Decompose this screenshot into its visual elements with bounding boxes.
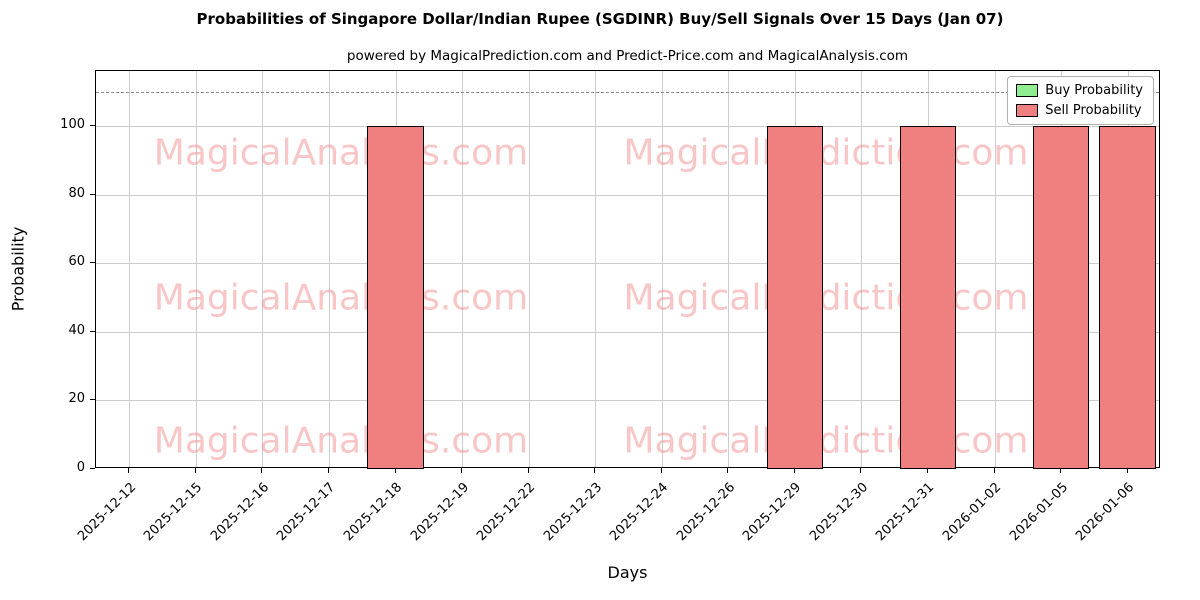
y-tick-label: 0 (76, 460, 85, 475)
watermark-prediction: MagicalPrediction.com (623, 420, 1029, 462)
watermark-prediction: MagicalPrediction.com (623, 277, 1029, 319)
y-tick-label: 20 (68, 391, 85, 407)
y-tick-label: 40 (68, 322, 85, 338)
x-tick-mark (394, 468, 396, 473)
x-tick-mark (927, 468, 929, 473)
x-tick-mark (527, 468, 529, 473)
legend-entry: Buy Probability (1016, 83, 1143, 98)
gridline-horizontal (96, 125, 1159, 127)
gridline-vertical (595, 71, 597, 467)
x-tick-mark (461, 468, 463, 473)
legend-entry: Sell Probability (1016, 103, 1143, 118)
gridline-vertical (861, 71, 863, 467)
gridline-vertical (728, 71, 730, 467)
chart-title: Probabilities of Singapore Dollar/Indian… (196, 10, 1004, 28)
plot-area: MagicalAnalysis.com MagicalPrediction.com… (95, 70, 1160, 469)
bar-sell-probability (766, 125, 824, 469)
gridline-horizontal (96, 194, 1159, 196)
watermark-analysis: MagicalAnalysis.com (153, 277, 529, 319)
x-tick-mark (128, 468, 130, 473)
gridline-vertical (195, 71, 197, 467)
legend-label: Sell Probability (1045, 103, 1142, 118)
bar-sell-probability (899, 125, 957, 469)
watermark-prediction: MagicalPrediction.com (623, 132, 1029, 174)
legend-label: Buy Probability (1045, 83, 1143, 98)
gridline-horizontal (96, 400, 1159, 402)
y-tick-mark (90, 399, 95, 401)
gridline-vertical (528, 71, 530, 467)
dashed-reference-line (96, 91, 1159, 93)
gridline-horizontal (96, 263, 1159, 265)
y-tick-mark (90, 193, 95, 195)
x-tick-mark (660, 468, 662, 473)
bar-sell-probability (1032, 125, 1090, 469)
x-tick-mark (993, 468, 995, 473)
x-tick-mark (727, 468, 729, 473)
watermark-analysis: MagicalAnalysis.com (153, 420, 529, 462)
x-tick-mark (860, 468, 862, 473)
x-tick-mark (594, 468, 596, 473)
gridline-vertical (994, 71, 996, 467)
gridline-vertical (129, 71, 131, 467)
chart-subtitle: powered by MagicalPrediction.com and Pre… (346, 48, 909, 64)
x-axis-label: Days (607, 563, 648, 582)
gridline-vertical (262, 71, 264, 467)
y-tick-mark (90, 468, 95, 469)
x-tick-mark (1126, 468, 1128, 473)
y-axis-label: Probability (8, 226, 28, 312)
gridline-vertical (462, 71, 464, 467)
x-tick-mark (793, 468, 795, 473)
gridline-vertical (661, 71, 663, 467)
x-tick-mark (1060, 468, 1062, 473)
y-tick-label: 100 (60, 116, 85, 132)
gridline-horizontal (96, 331, 1159, 333)
x-tick-mark (261, 468, 263, 473)
x-tick-mark (194, 468, 196, 473)
legend-color-patch (1016, 104, 1039, 117)
y-tick-label: 60 (68, 254, 85, 270)
watermark-analysis: MagicalAnalysis.com (153, 132, 529, 174)
y-tick-label: 80 (68, 185, 85, 201)
gridline-vertical (328, 71, 330, 467)
legend: Buy Probability Sell Probability (1007, 76, 1154, 125)
bar-sell-probability (1099, 125, 1156, 469)
x-tick-label: 2026-01-06 (1073, 480, 1138, 545)
y-tick-mark (90, 262, 95, 264)
x-tick-mark (327, 468, 329, 473)
bar-sell-probability (367, 125, 424, 469)
legend-color-patch (1016, 84, 1039, 97)
y-tick-mark (90, 330, 95, 332)
y-tick-mark (90, 124, 95, 126)
